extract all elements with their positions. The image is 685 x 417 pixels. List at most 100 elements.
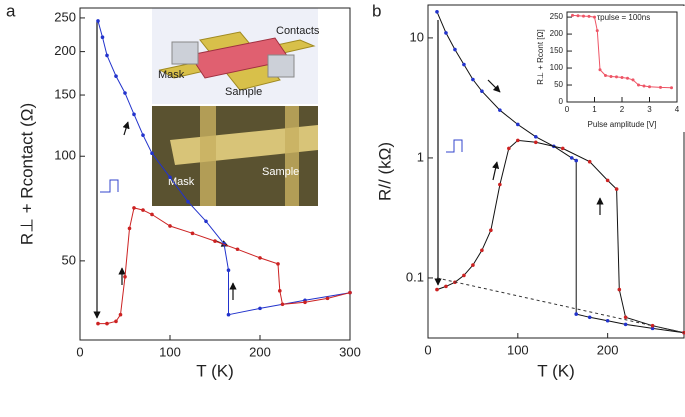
plot-frame xyxy=(79,7,351,341)
data-point xyxy=(615,75,618,79)
data-point xyxy=(576,14,580,18)
data-point xyxy=(614,187,619,191)
data-point xyxy=(100,35,105,40)
data-point xyxy=(623,315,628,320)
data-point xyxy=(582,14,585,18)
arrow xyxy=(487,79,501,93)
data-point xyxy=(96,321,100,326)
data-point xyxy=(637,83,640,87)
data-point xyxy=(190,231,195,236)
data-point xyxy=(631,78,635,82)
y-tick-label: 150 xyxy=(550,46,564,55)
data-point xyxy=(118,312,123,317)
series-line xyxy=(98,207,351,325)
x-tick-label: 100 xyxy=(507,342,529,357)
y-axis-label: R⊥ + Rcontact (Ω) xyxy=(17,103,36,245)
pulse-icon xyxy=(446,139,463,153)
plot-frame xyxy=(427,4,685,339)
data-point xyxy=(574,158,579,163)
data-point xyxy=(598,68,602,72)
data-point xyxy=(571,13,574,17)
data-point xyxy=(489,228,493,232)
data-point xyxy=(516,122,520,127)
data-point xyxy=(235,247,240,252)
data-point xyxy=(648,85,651,89)
data-point xyxy=(258,256,262,260)
data-point xyxy=(462,62,466,67)
data-point xyxy=(186,199,190,204)
data-point xyxy=(168,224,172,228)
photo-label: Mask xyxy=(168,176,195,188)
data-point xyxy=(595,29,599,33)
data-point xyxy=(226,312,231,317)
data-point xyxy=(150,151,154,156)
data-point xyxy=(620,76,624,80)
x-tick-label: 4 xyxy=(675,105,680,114)
y-tick-label: 0 xyxy=(559,97,564,106)
arrow xyxy=(492,161,500,181)
y-axis-label: R// (kΩ) xyxy=(375,142,394,201)
data-point xyxy=(127,226,132,231)
data-point xyxy=(462,273,466,278)
x-tick-label: 1 xyxy=(592,105,597,114)
data-point xyxy=(348,290,352,295)
x-tick-label: 200 xyxy=(597,342,619,357)
annotation: τpulse = 100ns xyxy=(597,13,650,22)
data-point xyxy=(213,239,217,243)
data-point xyxy=(617,287,622,292)
y-tick-label: 200 xyxy=(54,43,76,58)
arrow xyxy=(122,121,130,136)
data-point xyxy=(96,19,100,23)
x-tick-label: 0 xyxy=(424,342,431,357)
data-point xyxy=(471,263,475,267)
y-axis-label: R⊥ + Rcont [Ω] xyxy=(536,29,545,84)
x-axis-label: Pulse amplitude [V] xyxy=(588,120,657,129)
y-tick-label: 0.1 xyxy=(406,269,424,284)
x-tick-label: 100 xyxy=(159,344,181,359)
data-point xyxy=(605,178,610,183)
schematic-label: Mask xyxy=(158,69,185,81)
x-axis-label: T (K) xyxy=(196,361,233,380)
data-point xyxy=(650,323,655,328)
data-point xyxy=(303,300,307,305)
pulse-icon xyxy=(100,179,119,193)
y-tick-label: 100 xyxy=(54,148,76,163)
data-point xyxy=(609,75,613,79)
inset-bg xyxy=(535,6,685,132)
data-point xyxy=(114,74,118,78)
x-tick-label: 3 xyxy=(647,105,652,114)
data-point xyxy=(141,133,145,137)
data-point xyxy=(480,89,484,93)
data-point xyxy=(276,262,280,266)
data-point xyxy=(587,14,591,18)
photo-contact xyxy=(200,106,216,206)
schematic-label: Sample xyxy=(225,86,262,98)
data-point xyxy=(605,318,610,323)
data-point xyxy=(258,306,262,311)
data-point xyxy=(650,326,655,331)
data-point xyxy=(168,175,172,180)
data-point xyxy=(444,284,448,289)
data-point xyxy=(587,315,592,320)
series-line xyxy=(436,11,685,334)
data-point xyxy=(150,212,154,217)
data-point xyxy=(498,108,502,112)
data-point xyxy=(123,91,127,95)
y-tick-label: 50 xyxy=(62,252,76,267)
data-point xyxy=(471,77,475,82)
data-point xyxy=(226,268,231,273)
y-tick-label: 1 xyxy=(417,149,424,164)
data-point xyxy=(604,74,607,78)
data-point xyxy=(642,84,646,88)
data-point xyxy=(114,319,118,324)
x-tick-label: 0 xyxy=(76,344,83,359)
mask-block xyxy=(171,41,199,65)
x-axis-label: T (K) xyxy=(537,361,574,380)
data-point xyxy=(123,274,127,279)
y-tick-label: 10 xyxy=(410,29,424,44)
data-point xyxy=(435,287,439,292)
data-point xyxy=(533,134,538,139)
data-point xyxy=(574,312,579,316)
y-tick-label: 50 xyxy=(554,80,563,89)
